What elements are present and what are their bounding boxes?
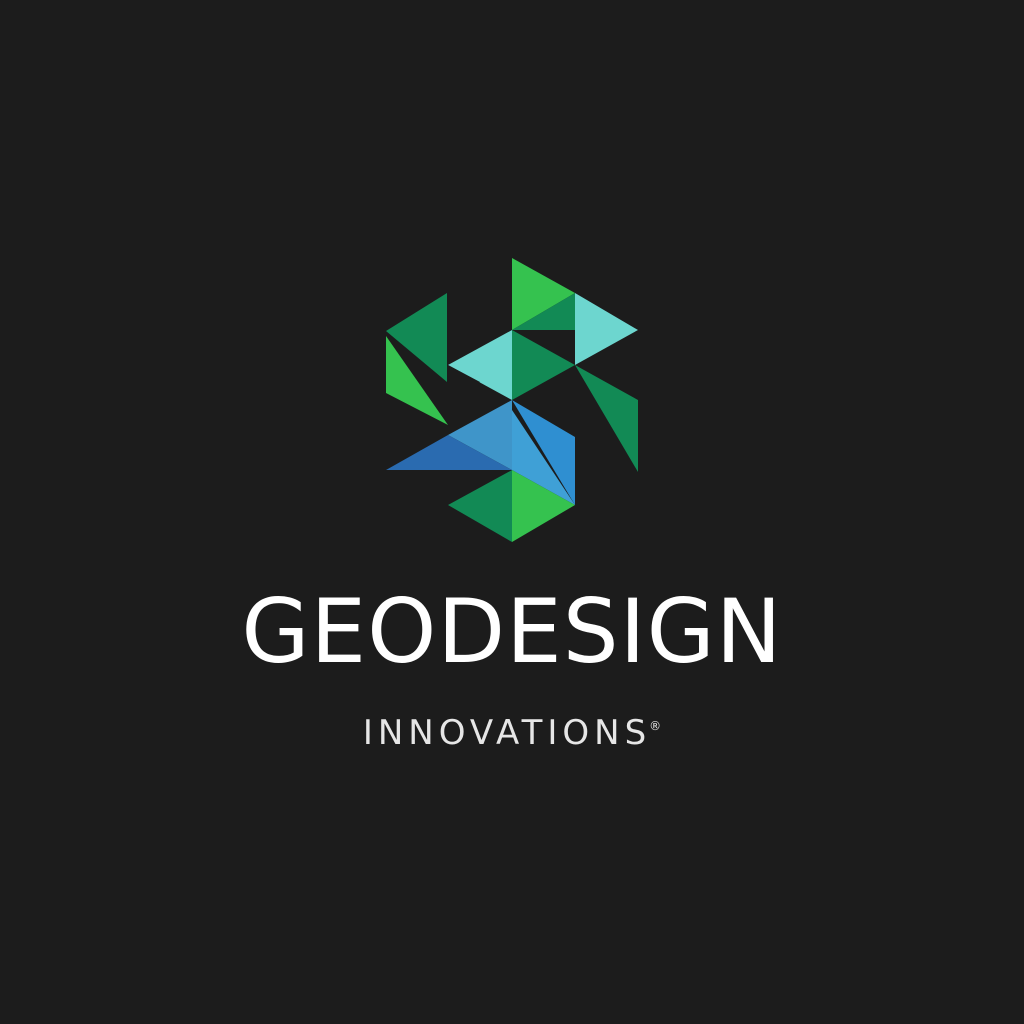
tagline-text: INNOVATIONS [362,713,652,753]
logo-triangle [512,330,575,400]
logo-triangle [512,410,575,505]
logo-triangle [512,258,575,330]
logo-triangle [448,330,512,400]
logo-triangle [448,365,480,398]
registered-mark: ® [649,719,662,733]
logo-triangle [386,336,448,425]
logo-triangle [575,365,638,472]
logo-triangle [575,293,638,365]
tagline: INNOVATIONS® [0,704,1024,755]
logo-triangle [512,400,575,505]
logo-triangle [448,400,512,470]
logo-triangle [448,470,512,542]
logo-triangle [386,435,512,470]
logo-triangle [386,293,447,382]
logo-triangle [512,470,575,542]
brand-name: GEODESIGN [241,580,783,683]
logo-triangle [512,293,575,330]
